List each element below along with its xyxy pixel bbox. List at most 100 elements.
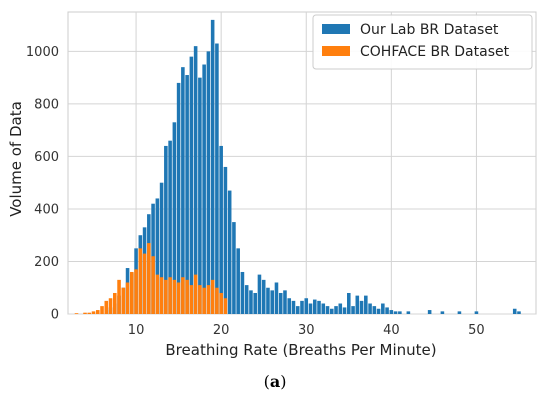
figure-caption: (a) — [0, 372, 550, 391]
bar-our-lab — [334, 306, 338, 314]
bar-our-lab — [287, 298, 292, 314]
bar-our-lab — [338, 303, 343, 314]
y-tick-label: 200 — [34, 255, 59, 270]
bar-our-lab — [244, 285, 249, 314]
bars — [74, 19, 521, 315]
y-tick-label: 800 — [34, 97, 59, 112]
bar-our-lab — [219, 145, 223, 314]
bar-our-lab — [406, 311, 411, 314]
bar-our-lab — [185, 75, 189, 314]
bar-our-lab — [364, 295, 368, 314]
y-tick-label: 1000 — [26, 45, 59, 60]
bar-our-lab — [372, 306, 377, 314]
x-tick-label: 50 — [468, 323, 485, 338]
legend-label: Our Lab BR Dataset — [360, 22, 499, 38]
bar-cohface — [130, 271, 134, 314]
bar-our-lab — [359, 300, 364, 314]
bar-cohface — [155, 274, 160, 314]
bar-cohface — [181, 277, 185, 314]
bar-our-lab — [393, 311, 398, 314]
bar-our-lab — [253, 292, 257, 314]
bar-our-lab — [257, 274, 262, 314]
bar-our-lab — [321, 303, 326, 314]
bar-cohface — [87, 312, 92, 314]
bar-cohface — [91, 311, 96, 314]
bar-cohface — [117, 279, 121, 314]
bar-our-lab — [347, 292, 351, 314]
bar-cohface — [108, 298, 113, 314]
bar-cohface — [142, 253, 147, 314]
bar-our-lab — [172, 122, 177, 314]
bar-our-lab — [376, 308, 381, 314]
caption-letter: a — [269, 372, 281, 391]
bar-our-lab — [312, 299, 317, 314]
bar-our-lab — [283, 290, 287, 314]
bar-our-lab — [457, 311, 462, 314]
bar-our-lab — [385, 307, 389, 314]
bar-cohface — [185, 279, 189, 314]
bar-our-lab — [274, 282, 279, 314]
legend: Our Lab BR Dataset COHFACE BR Dataset — [312, 14, 533, 70]
bar-cohface — [219, 292, 223, 314]
y-tick-label: 0 — [51, 308, 59, 323]
bar-cohface — [189, 285, 194, 314]
bar-our-lab — [381, 303, 385, 314]
bar-cohface — [100, 306, 104, 314]
y-tick-label: 600 — [34, 150, 59, 165]
bar-our-lab — [176, 82, 181, 315]
bar-cohface — [151, 256, 155, 314]
bar-our-lab — [168, 140, 172, 314]
bar-cohface — [202, 287, 206, 314]
bar-cohface — [210, 279, 215, 314]
bar-cohface — [206, 285, 211, 314]
bar-our-lab — [159, 182, 164, 314]
bar-our-lab — [240, 271, 245, 314]
bar-our-lab — [368, 303, 372, 314]
bar-our-lab — [236, 248, 240, 314]
bar-our-lab — [189, 56, 194, 314]
bar-cohface — [113, 292, 117, 314]
bar-our-lab — [202, 64, 206, 315]
bar-our-lab — [278, 292, 283, 314]
bar-cohface — [159, 277, 164, 314]
bar-our-lab — [155, 198, 160, 314]
legend-label: COHFACE BR Dataset — [360, 44, 510, 60]
bar-our-lab — [291, 300, 296, 314]
bar-our-lab — [210, 19, 215, 314]
bar-our-lab — [295, 306, 300, 314]
bar-our-lab — [304, 298, 309, 314]
bar-cohface — [147, 243, 151, 314]
bar-cohface — [138, 248, 143, 314]
bar-our-lab — [227, 190, 232, 314]
bar-our-lab — [198, 77, 202, 315]
bar-our-lab — [474, 311, 479, 314]
bar-cohface — [164, 279, 168, 314]
bar-our-lab — [223, 166, 228, 314]
bar-our-lab — [270, 290, 274, 314]
bar-cohface — [83, 312, 87, 314]
legend-swatch — [322, 46, 350, 56]
bar-our-lab — [308, 303, 313, 314]
bar-our-lab — [164, 145, 168, 314]
bar-cohface — [198, 285, 202, 314]
y-axis-label: Volume of Data — [7, 101, 25, 217]
bar-our-lab — [389, 310, 394, 314]
legend-box — [312, 14, 533, 70]
bar-our-lab — [206, 51, 211, 314]
bar-our-lab — [232, 222, 236, 314]
bar-cohface — [172, 279, 177, 314]
bar-cohface — [223, 298, 228, 314]
bar-cohface — [168, 277, 172, 314]
bar-our-lab — [249, 290, 253, 314]
bar-our-lab — [398, 311, 402, 314]
bar-cohface — [215, 287, 219, 314]
bar-our-lab — [317, 300, 321, 314]
bar-our-lab — [512, 308, 517, 314]
x-tick-label: 30 — [298, 323, 315, 338]
bar-our-lab — [325, 306, 330, 314]
bar-our-lab — [193, 46, 198, 314]
bar-cohface — [74, 313, 79, 314]
bar-our-lab — [440, 311, 445, 314]
bar-our-lab — [261, 279, 266, 314]
bar-cohface — [193, 274, 198, 314]
